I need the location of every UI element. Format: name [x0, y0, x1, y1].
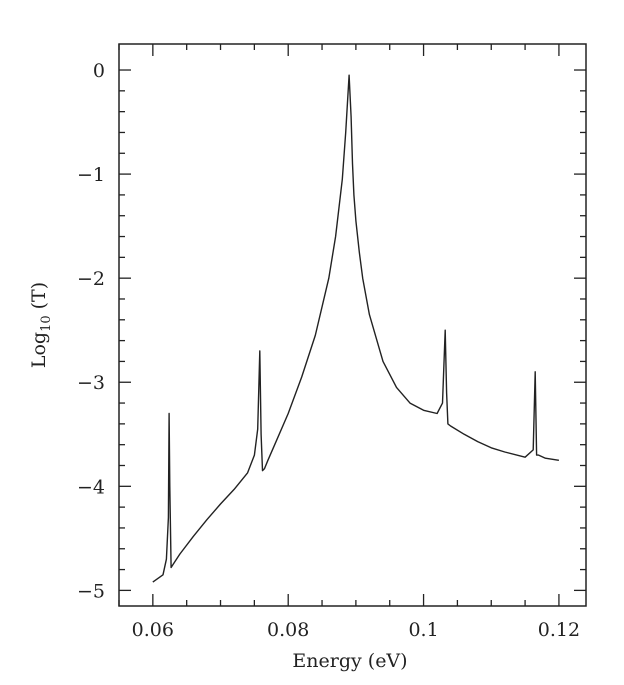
y-tick-label: −2	[77, 268, 105, 290]
y-tick-label: −5	[77, 580, 105, 602]
axis-tick-labels: 0.06 0.08 0.1 0.12 0 −1 −2 −3 −4 −5	[77, 60, 580, 641]
x-tick-label: 0.12	[538, 619, 580, 641]
series-line	[152, 74, 560, 583]
svg-text:Log10(T): Log10 (T)	[28, 282, 54, 368]
y-axis-label-sub: 10	[39, 315, 54, 332]
y-tick-label: −3	[77, 372, 105, 394]
x-tick-label: 0.1	[408, 619, 438, 641]
x-axis-label: Energy (eV)	[292, 650, 407, 672]
y-axis-label-tail: (T)	[28, 282, 50, 310]
y-axis-label: Log10 (T)	[28, 282, 54, 368]
y-tick-label: −4	[77, 476, 105, 498]
y-axis-label-main: Log	[28, 332, 50, 368]
x-tick-label: 0.06	[132, 619, 174, 641]
y-tick-label: 0	[93, 60, 105, 82]
y-tick-label: −1	[77, 164, 105, 186]
axis-ticks	[118, 44, 586, 606]
plot-frame	[118, 43, 587, 607]
x-tick-label: 0.08	[267, 619, 309, 641]
